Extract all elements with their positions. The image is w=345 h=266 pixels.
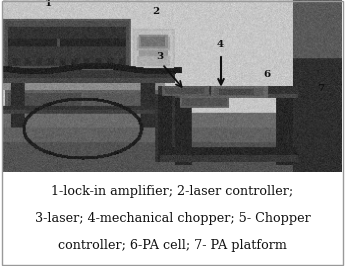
Text: 6: 6 xyxy=(263,70,270,79)
Text: 3: 3 xyxy=(156,52,164,61)
Text: 4: 4 xyxy=(217,40,224,49)
Text: controller; 6-PA cell; 7- PA platform: controller; 6-PA cell; 7- PA platform xyxy=(58,239,287,252)
Text: 7: 7 xyxy=(317,84,324,93)
Text: 1-lock-in amplifier; 2-laser controller;: 1-lock-in amplifier; 2-laser controller; xyxy=(51,185,294,198)
Text: 2: 2 xyxy=(152,7,160,16)
Text: 3-laser; 4-mechanical chopper; 5- Chopper: 3-laser; 4-mechanical chopper; 5- Choppe… xyxy=(34,212,310,225)
Text: 1: 1 xyxy=(45,0,52,8)
